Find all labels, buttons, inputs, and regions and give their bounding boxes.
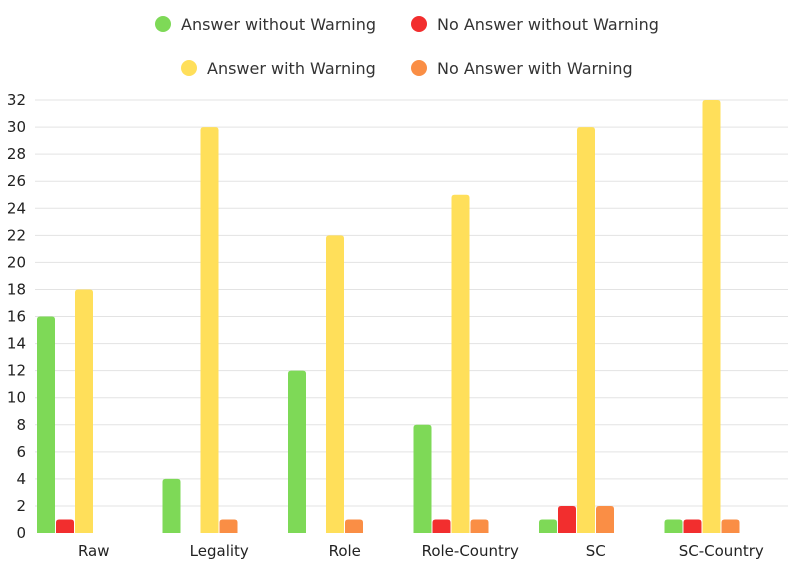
bar-no-answer-without-warning-sc [558,505,576,533]
bar-answer-with-warning-legality [200,127,219,533]
legend: Answer without Warning No Answer without … [155,15,659,78]
bar-no-answer-with-warning-sc-country [721,519,740,533]
y-tick-label: 6 [16,443,26,461]
bar-answer-without-warning-legality [162,478,181,533]
bar-answer-without-warning-role [288,370,306,533]
x-tick-label: Role-Country [422,542,519,560]
bar-answer-with-warning-raw [75,289,93,533]
y-tick-label: 10 [7,389,26,407]
y-tick-label: 16 [7,308,26,326]
bar-no-answer-without-warning-raw [56,519,74,533]
bar-answer-with-warning-role [326,235,344,533]
bar-answer-with-warning-sc-country [702,100,721,533]
y-tick-label: 30 [7,118,26,136]
bars [37,100,740,533]
bar-no-answer-with-warning-legality [219,519,238,533]
y-tick-label: 8 [16,416,26,434]
y-tick-label: 0 [16,524,26,542]
y-tick-label: 20 [7,253,26,271]
legend-label: Answer with Warning [207,59,376,78]
y-tick-label: 12 [7,362,26,380]
x-tick-label: SC [586,542,606,560]
y-tick-label: 22 [7,226,26,244]
bar-no-answer-with-warning-role [345,519,363,533]
y-tick-label: 24 [7,199,26,217]
legend-marker [181,60,197,76]
bar-no-answer-without-warning-role-country [432,519,451,533]
y-tick-label: 18 [7,280,26,298]
bar-no-answer-with-warning-role-country [470,519,489,533]
y-tick-label: 32 [7,91,26,109]
bar-answer-with-warning-role-country [451,194,470,533]
legend-marker [411,60,427,76]
legend-marker [155,16,171,32]
legend-label: No Answer without Warning [437,15,659,34]
y-tick-label: 28 [7,145,26,163]
legend-label: No Answer with Warning [437,59,633,78]
x-tick-label: Legality [190,542,249,560]
x-tick-label: Raw [78,542,110,560]
bar-answer-without-warning-role-country [413,424,432,533]
bar-answer-without-warning-raw [37,316,55,533]
legend-marker [411,16,427,32]
bar-answer-without-warning-sc-country [664,519,683,533]
grid-lines [35,99,788,507]
y-tick-label: 4 [16,470,26,488]
y-tick-label: 14 [7,335,26,353]
bar-no-answer-without-warning-sc-country [683,519,702,533]
y-tick-label: 26 [7,172,26,190]
y-tick-label: 2 [16,497,26,515]
x-axis: Raw Legality Role Role-Country SC SC-Country [78,542,764,560]
x-tick-label: Role [329,542,361,560]
bar-answer-without-warning-sc [539,519,557,533]
bar-answer-with-warning-sc [577,127,595,533]
legend-label: Answer without Warning [181,15,376,34]
x-tick-label: SC-Country [679,542,764,560]
bar-no-answer-with-warning-sc [596,505,614,533]
